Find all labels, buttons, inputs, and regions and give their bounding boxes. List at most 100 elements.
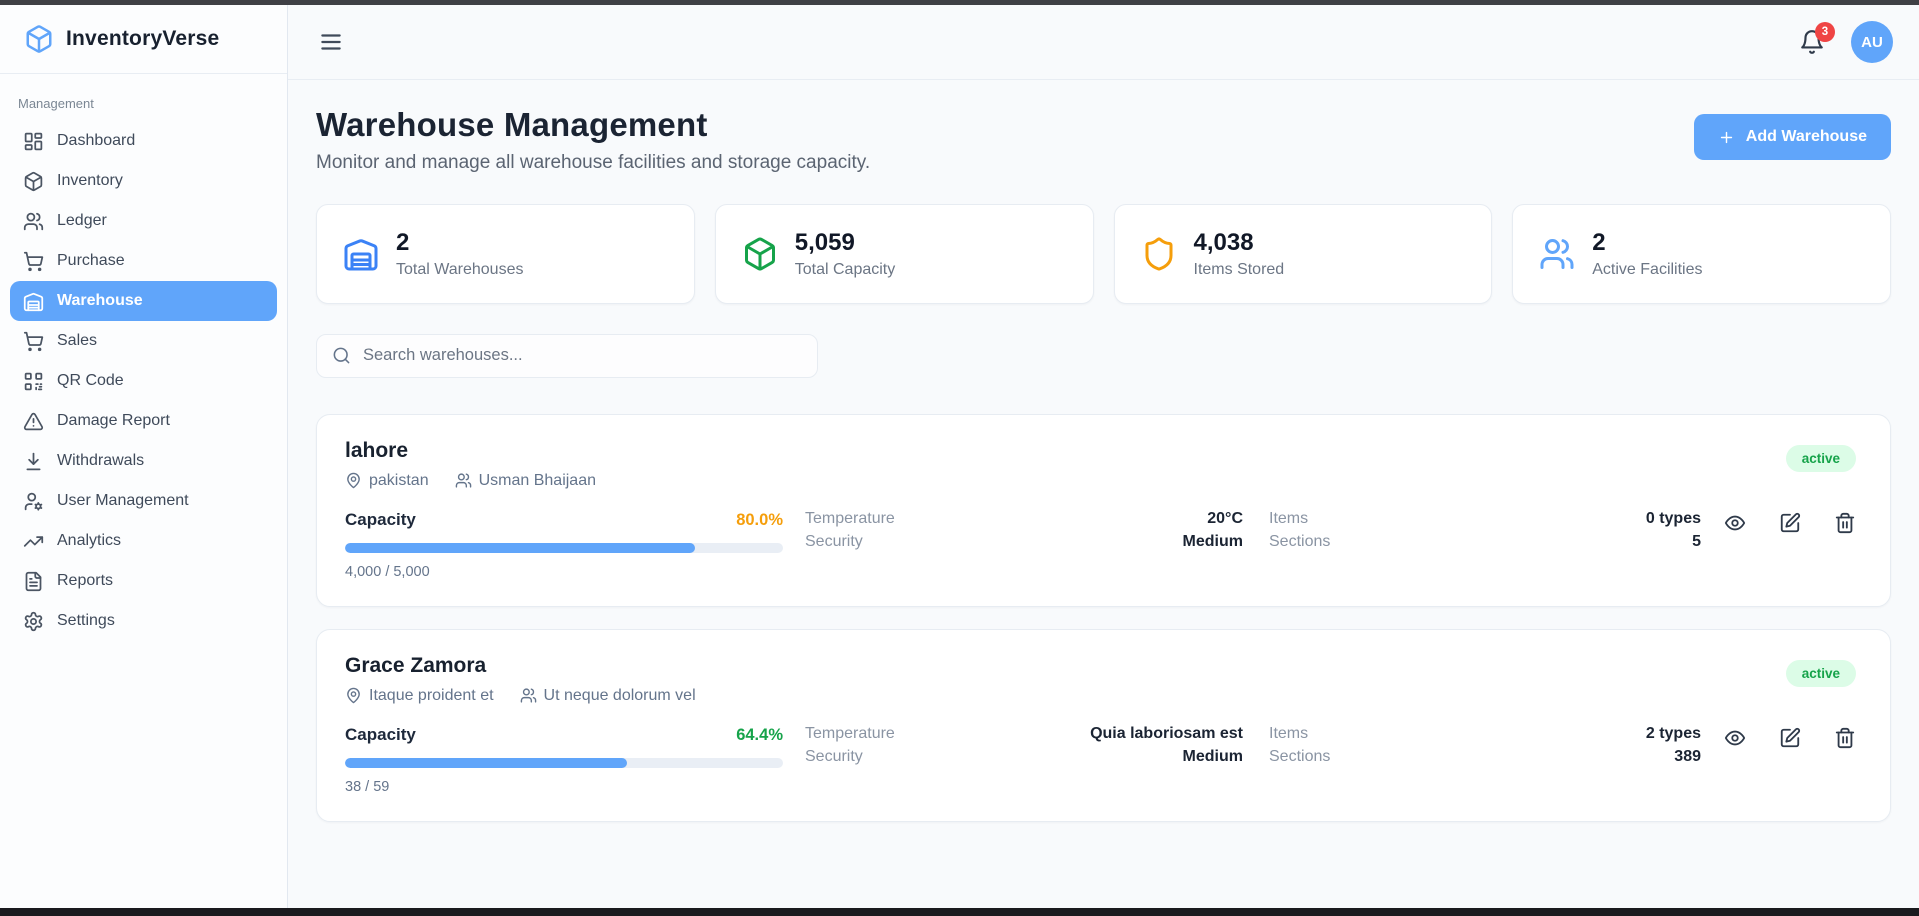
temperature-value: 20°C bbox=[1207, 510, 1243, 528]
sidebar-item-damage-report[interactable]: Damage Report bbox=[10, 401, 277, 441]
sidebar-item-withdrawals[interactable]: Withdrawals bbox=[10, 441, 277, 481]
edit-warehouse-button[interactable] bbox=[1779, 512, 1801, 534]
sidebar-item-sales[interactable]: Sales bbox=[10, 321, 277, 361]
sidebar-item-label: Purchase bbox=[57, 252, 125, 270]
sidebar-item-label: Damage Report bbox=[57, 412, 170, 430]
items-label: Items bbox=[1269, 510, 1308, 528]
edit-warehouse-button[interactable] bbox=[1779, 727, 1801, 749]
sidebar-item-analytics[interactable]: Analytics bbox=[10, 521, 277, 561]
edit-icon bbox=[1779, 522, 1801, 537]
edit-icon bbox=[1779, 737, 1801, 752]
qr-icon bbox=[23, 371, 44, 392]
sections-value: 389 bbox=[1674, 748, 1701, 766]
alert-icon bbox=[23, 411, 44, 432]
temperature-label: Temperature bbox=[805, 725, 895, 743]
temperature-label: Temperature bbox=[805, 510, 895, 528]
topbar-right: 3 AU bbox=[1799, 21, 1893, 63]
sidebar-item-reports[interactable]: Reports bbox=[10, 561, 277, 601]
eye-icon bbox=[1724, 522, 1746, 537]
page-subtitle: Monitor and manage all warehouse facilit… bbox=[316, 152, 870, 174]
sidebar-item-qr-code[interactable]: QR Code bbox=[10, 361, 277, 401]
sidebar-item-label: Warehouse bbox=[57, 292, 143, 310]
file-icon bbox=[23, 571, 44, 592]
sections-label: Sections bbox=[1269, 748, 1330, 766]
sidebar-item-inventory[interactable]: Inventory bbox=[10, 161, 277, 201]
map-pin-icon bbox=[345, 472, 362, 489]
security-label: Security bbox=[805, 533, 863, 551]
delete-warehouse-button[interactable] bbox=[1834, 727, 1856, 749]
capacity-percent: 80.0% bbox=[736, 511, 783, 530]
hamburger-menu-icon[interactable] bbox=[318, 29, 344, 55]
warehouse-manager: Ut neque dolorum vel bbox=[544, 687, 696, 705]
avatar[interactable]: AU bbox=[1851, 21, 1893, 63]
topbar: 3 AU bbox=[288, 5, 1919, 80]
sidebar-item-purchase[interactable]: Purchase bbox=[10, 241, 277, 281]
sidebar-item-ledger[interactable]: Ledger bbox=[10, 201, 277, 241]
sidebar-item-label: Ledger bbox=[57, 212, 107, 230]
stat-value: 2 bbox=[1592, 229, 1702, 257]
package-icon bbox=[23, 171, 44, 192]
package-icon bbox=[742, 236, 778, 272]
warehouse-icon bbox=[343, 236, 379, 272]
sidebar: InventoryVerse Management DashboardInven… bbox=[0, 5, 288, 916]
items-label: Items bbox=[1269, 725, 1308, 743]
warehouse-icon bbox=[23, 291, 44, 312]
security-value: Medium bbox=[1183, 533, 1243, 551]
sidebar-item-user-management[interactable]: User Management bbox=[10, 481, 277, 521]
warehouse-location: Itaque proident et bbox=[369, 687, 494, 705]
capacity-progress-bar bbox=[345, 543, 783, 553]
download-icon bbox=[23, 451, 44, 472]
capacity-label: Capacity bbox=[345, 510, 416, 530]
sidebar-item-dashboard[interactable]: Dashboard bbox=[10, 121, 277, 161]
stat-label: Items Stored bbox=[1194, 261, 1285, 279]
notification-count-badge: 3 bbox=[1815, 22, 1835, 42]
add-warehouse-button[interactable]: Add Warehouse bbox=[1694, 114, 1891, 160]
usercog-icon bbox=[23, 491, 44, 512]
warehouse-location: pakistan bbox=[369, 472, 429, 490]
users-icon bbox=[23, 211, 44, 232]
manager-icon bbox=[455, 472, 472, 489]
warehouse-name: lahore bbox=[345, 439, 596, 463]
page-content: Warehouse Management Monitor and manage … bbox=[288, 80, 1919, 916]
stat-card-total-capacity: 5,059Total Capacity bbox=[715, 204, 1094, 304]
warehouse-card-grace-zamora: Grace Zamora Itaque proident et Ut neque d… bbox=[316, 629, 1891, 822]
sidebar-item-label: Analytics bbox=[57, 532, 121, 550]
capacity-progress-fill bbox=[345, 758, 627, 768]
warehouse-name: Grace Zamora bbox=[345, 654, 696, 678]
trending-icon bbox=[23, 531, 44, 552]
sidebar-item-label: Reports bbox=[57, 572, 113, 590]
brand-box-icon bbox=[24, 24, 54, 54]
cart-icon bbox=[23, 331, 44, 352]
items-value: 2 types bbox=[1646, 725, 1701, 743]
sidebar-item-label: QR Code bbox=[57, 372, 124, 390]
sidebar-item-warehouse[interactable]: Warehouse bbox=[10, 281, 277, 321]
items-value: 0 types bbox=[1646, 510, 1701, 528]
status-badge: active bbox=[1786, 445, 1856, 472]
capacity-progress-bar bbox=[345, 758, 783, 768]
window-chrome-bottom bbox=[0, 908, 1919, 916]
warehouse-list: lahorepakistanUsman BhaijaanactiveCapaci… bbox=[316, 414, 1891, 822]
view-warehouse-button[interactable] bbox=[1724, 512, 1746, 534]
search-input[interactable] bbox=[363, 346, 802, 365]
dashboard-icon bbox=[23, 131, 44, 152]
plus-icon bbox=[1718, 129, 1735, 146]
eye-icon bbox=[1724, 737, 1746, 752]
stats-row: 2Total Warehouses5,059Total Capacity4,03… bbox=[316, 204, 1891, 304]
users-icon bbox=[1539, 236, 1575, 272]
search-icon bbox=[332, 346, 351, 365]
brand-name: InventoryVerse bbox=[66, 27, 219, 51]
view-warehouse-button[interactable] bbox=[1724, 727, 1746, 749]
stat-card-total-warehouses: 2Total Warehouses bbox=[316, 204, 695, 304]
stat-label: Total Capacity bbox=[795, 261, 896, 279]
main-area: 3 AU Warehouse Management Monitor and ma… bbox=[288, 5, 1919, 916]
stat-label: Total Warehouses bbox=[396, 261, 523, 279]
delete-warehouse-button[interactable] bbox=[1834, 512, 1856, 534]
sidebar-item-settings[interactable]: Settings bbox=[10, 601, 277, 641]
notifications-button[interactable]: 3 bbox=[1799, 29, 1825, 55]
trash-icon bbox=[1834, 522, 1856, 537]
sections-label: Sections bbox=[1269, 533, 1330, 551]
capacity-count: 38 / 59 bbox=[345, 779, 783, 795]
stat-label: Active Facilities bbox=[1592, 261, 1702, 279]
capacity-progress-fill bbox=[345, 543, 695, 553]
manager-icon bbox=[520, 687, 537, 704]
